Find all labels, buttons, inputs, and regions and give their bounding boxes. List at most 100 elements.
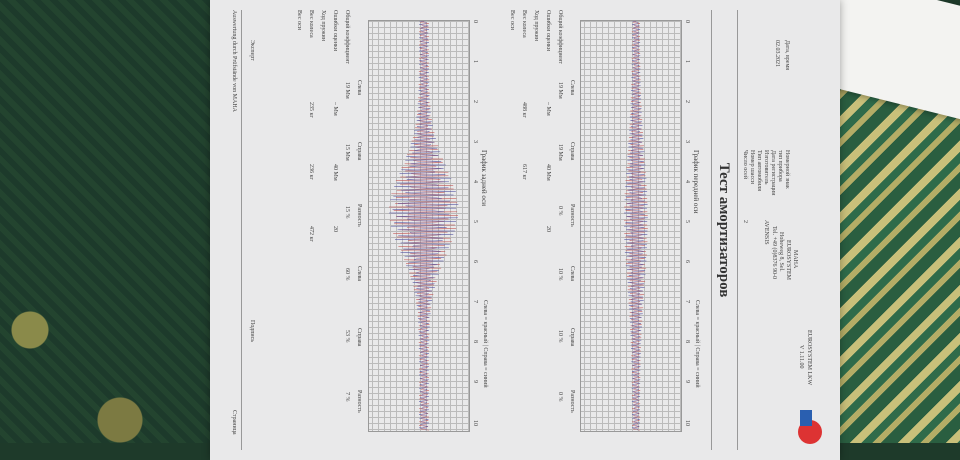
result-value: 236 кг [308, 164, 314, 180]
result-value: – Мм [545, 102, 551, 116]
column-header: Разность [356, 390, 362, 413]
info-label: Тип автомобиля [756, 150, 762, 192]
row-label: Общий коэффициент [344, 10, 350, 65]
rear-axis-ticks: 0 1 2 3 4 5 6 7 8 9 10 [470, 20, 478, 430]
header-right-2: V 1.11.00 [798, 345, 804, 369]
axis-tick-label: 9 [684, 380, 690, 383]
result-value: 40 Мм [332, 164, 338, 181]
axis-tick-label: 10 [684, 420, 690, 426]
divider [711, 10, 712, 450]
axis-tick-label: 9 [472, 380, 478, 383]
column-header: Справа [356, 142, 362, 161]
axis-tick-label: 7 [684, 300, 690, 303]
axis-tick-label: 3 [684, 140, 690, 143]
right-wheel-trace [623, 21, 648, 431]
row-label: Ход пружин [533, 10, 539, 41]
info-label: Число осей [742, 150, 748, 180]
result-value: 10 % [557, 330, 563, 343]
right-wheel-trace [389, 21, 459, 431]
front-axis-ticks: 0 1 2 3 4 5 6 7 8 9 10 [682, 20, 690, 430]
axis-tick-label: 8 [684, 340, 690, 343]
column-header: Разность [569, 390, 575, 413]
document-page: EUROSYSTEM LKW V 1.11.00 MAHA EUROSYSTEM… [210, 0, 840, 460]
axis-tick-label: 0 [684, 20, 690, 23]
axis-tick-label: 7 [472, 300, 478, 303]
rear-chart-legend: Слева = красный | Справа = синий [482, 300, 488, 388]
result-value: 60 % [344, 268, 350, 281]
info-label: Номер шасси [749, 150, 755, 184]
result-value: 488 кг [521, 102, 527, 118]
column-header: Слева [569, 266, 575, 282]
front-axle-chart [580, 20, 682, 432]
result-value: 0 % [557, 392, 563, 402]
result-value: 0 % [557, 206, 563, 216]
axis-tick-label: 5 [684, 220, 690, 223]
info-label: Дата регистрации [770, 150, 776, 196]
result-value: – Мм [332, 102, 338, 116]
result-value: 235 кг [308, 102, 314, 118]
result-value: 15 % [344, 206, 350, 219]
result-value: 10 % [557, 268, 563, 281]
column-header: Справа [569, 142, 575, 161]
result-value: 7 % [344, 392, 350, 402]
front-chart-legend: Слева = красный | Справа = синий [694, 300, 700, 388]
info-label: тип прибора [777, 150, 783, 182]
column-header: Разность [569, 204, 575, 227]
row-label: Ошибки оценки [545, 10, 551, 52]
result-value: 19 Мм [344, 82, 350, 99]
axis-tick-label: 1 [472, 60, 478, 63]
result-value: 20 [332, 226, 338, 232]
axis-tick-label: 3 [472, 140, 478, 143]
page-label: Страница [231, 410, 237, 435]
footer-divider [241, 10, 242, 450]
column-header: Слева [356, 80, 362, 96]
axis-tick-label: 4 [472, 180, 478, 183]
expert-label: Эксперт [249, 40, 255, 61]
rear-chart-title: График задней оси [480, 150, 488, 206]
vehicle-info: Номерной знак тип прибора Дата регистрации… [730, 150, 790, 270]
footer-text: Auswertung durch Prüfstände von MAHA [231, 10, 237, 112]
result-value: 20 [545, 226, 551, 232]
info-value: 2 [742, 220, 748, 223]
date-label: Дата, время [784, 40, 790, 71]
signature-label: Подпись [249, 320, 255, 343]
result-value: 472 кг [308, 226, 314, 242]
axis-tick-label: 6 [684, 260, 690, 263]
info-label: Номерной знак [784, 150, 790, 189]
date-value: 02.03.2021 [774, 40, 780, 67]
axis-tick-label: 6 [472, 260, 478, 263]
row-label: Вес колеса [308, 10, 314, 38]
row-label: Вес колеса [521, 10, 527, 38]
axis-tick-label: 4 [684, 180, 690, 183]
axis-tick-label: 0 [472, 20, 478, 23]
axis-tick-label: 10 [472, 420, 478, 426]
result-value: 15 Мм [344, 144, 350, 161]
row-label: Общий коэффициент [557, 10, 563, 65]
info-label: Изготовитель [763, 150, 769, 185]
row-label: Ошибки оценки [332, 10, 338, 52]
maha-logo-mark-icon [800, 410, 812, 426]
front-results-table: Слева Справа Разность Слева Справа Разность Об… [495, 10, 575, 450]
divider [737, 10, 738, 450]
info-value: AVENSIS [763, 220, 769, 245]
column-header: Слева [356, 266, 362, 282]
result-value: 53 % [344, 330, 350, 343]
axis-tick-label: 2 [472, 100, 478, 103]
result-value: 617 кг [521, 164, 527, 180]
front-chart-title: График передней оси [692, 150, 700, 214]
axis-tick-label: 8 [472, 340, 478, 343]
rear-results-table: Слева Справа Разность Слева Справа Разность Об… [282, 10, 362, 450]
axis-tick-label: 1 [684, 60, 690, 63]
row-label: Вес оси [296, 10, 302, 31]
result-value: 19 Мм [557, 144, 563, 161]
column-header: Слева [569, 80, 575, 96]
column-header: Разность [356, 204, 362, 227]
rear-axle-chart [368, 20, 470, 432]
page-title: Тест амортизаторов [716, 162, 732, 298]
result-value: 40 Мм [545, 164, 551, 181]
axis-tick-label: 2 [684, 100, 690, 103]
column-header: Справа [356, 328, 362, 347]
axis-tick-label: 5 [472, 220, 478, 223]
row-label: Ход пружин [320, 10, 326, 41]
header-left-1: MAHA [792, 250, 798, 269]
